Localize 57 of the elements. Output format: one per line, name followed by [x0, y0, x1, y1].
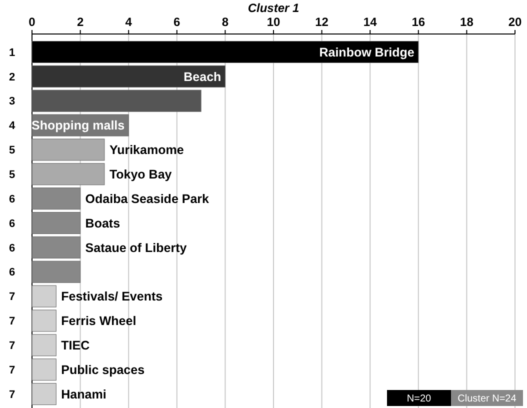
chart-title: Cluster 1 — [248, 1, 300, 15]
x-tick-label: 14 — [363, 15, 378, 29]
annotation: N=20 — [406, 394, 432, 404]
text: 6 — [8, 242, 16, 254]
text: 6 — [8, 193, 16, 206]
y-tick-label: Shopping malls — [32, 118, 125, 133]
x-tick-label: 8 — [222, 15, 229, 29]
text: 7 — [8, 340, 16, 352]
bar — [32, 90, 202, 112]
text: 7 — [8, 364, 16, 376]
bar — [32, 334, 56, 356]
x-tick-label: 4 — [125, 15, 132, 29]
y-tick-label: Hanami — [61, 387, 106, 402]
caption-box: N=20 — [387, 390, 451, 406]
text: 4 — [8, 120, 16, 132]
bar — [32, 358, 56, 381]
y-tick-label: Festivals/ Events — [61, 290, 163, 304]
text: 7 — [8, 291, 16, 304]
text: 7 — [8, 388, 16, 401]
y-tick-label: Beach — [184, 70, 222, 84]
y-tick-label: Public spaces — [61, 362, 145, 377]
bar — [32, 383, 56, 406]
text: 2 — [8, 71, 16, 84]
x-tick-label: 20 — [508, 15, 522, 29]
text: 6 — [8, 218, 16, 230]
x-tick-label: 0 — [28, 15, 36, 29]
text: 3 — [8, 96, 16, 108]
caption-box: Cluster N=24 — [451, 390, 523, 406]
bar — [32, 260, 81, 283]
x-tick-label: 12 — [315, 15, 329, 29]
y-tick-label: Boats — [85, 216, 120, 230]
bar — [32, 65, 226, 88]
y-tick-label: Rainbow Bridge — [319, 45, 414, 60]
text: 6 — [8, 266, 16, 279]
text: 5 — [8, 144, 16, 157]
bar — [32, 188, 81, 210]
text: 1 — [8, 46, 16, 59]
text: 5 — [8, 168, 16, 181]
bar — [32, 212, 81, 234]
y-tick-label: Tokyo Bay — [109, 168, 172, 182]
annotation: Cluster N=24 — [458, 394, 517, 404]
x-tick-label: 10 — [266, 15, 280, 29]
x-tick-label: 16 — [412, 15, 426, 29]
bar — [32, 310, 56, 332]
y-tick-label: TIEC — [61, 338, 90, 353]
x-tick-label: 2 — [76, 15, 84, 29]
bar — [32, 236, 81, 258]
bar — [32, 163, 105, 186]
x-tick-label: 18 — [460, 15, 474, 29]
y-tick-label: Sataue of Liberty — [85, 240, 187, 255]
x-tick-label: 6 — [174, 15, 181, 29]
y-tick-label: Odaiba Seaside Park — [85, 192, 210, 206]
bar — [32, 285, 56, 308]
y-tick-label: Ferris Wheel — [61, 314, 136, 328]
bar — [32, 138, 105, 161]
text: 7 — [8, 316, 16, 328]
y-tick-label: Yurikamome — [109, 143, 184, 158]
